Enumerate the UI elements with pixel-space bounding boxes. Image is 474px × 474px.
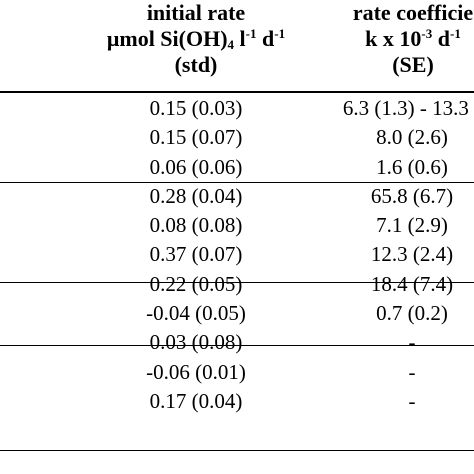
initial-rate-cell: 0.28 (0.04)	[149, 183, 243, 208]
table-row: -0.06 (0.01) -	[0, 358, 474, 387]
rate-coefficient-cell: 65.8 (6.7)	[370, 183, 454, 208]
rate-coefficient-cell: 6.3 (1.3) - 13.3 (	[342, 96, 474, 120]
table-body: 0.15 (0.03) 6.3 (1.3) - 13.3 ( 0.15 (0.0…	[0, 94, 474, 416]
header-rule	[0, 91, 474, 93]
rate-coefficient-cell: -	[408, 388, 416, 413]
rate-coefficient-cell: -	[408, 330, 416, 355]
coef-units-day: d	[432, 26, 450, 51]
rate-coefficient-cell: 7.1 (2.9)	[376, 213, 448, 238]
initial-rate-cell: 0.15 (0.03)	[149, 96, 243, 120]
initial-rate-header: initial rate μmol Si(OH)4 l-1 d-1 (std)	[86, 0, 306, 78]
coef-units-prefix: k x 10	[365, 26, 422, 51]
coef-units-exponent: -3	[421, 26, 433, 41]
group-rule	[0, 182, 474, 183]
initial-rate-cell: 0.15 (0.07)	[149, 125, 243, 150]
initial-rate-cell: 0.37 (0.07)	[149, 242, 243, 267]
initial-rate-cell: 0.22 (0.05)	[149, 271, 243, 296]
units-day-exponent: -1	[274, 26, 286, 41]
rate-coefficient-header-se: (SE)	[392, 52, 434, 77]
rate-coefficient-header-units: k x 10-3 d-1	[298, 26, 474, 52]
table-row: 0.17 (0.04) -	[0, 387, 474, 416]
units-prefix: μmol Si(OH)	[106, 26, 228, 51]
table-row: 0.15 (0.07) 8.0 (2.6)	[0, 123, 474, 152]
group-rule	[0, 282, 474, 283]
initial-rate-cell: 0.08 (0.08)	[149, 213, 243, 238]
units-day: d	[256, 26, 275, 51]
coef-units-day-exponent: -1	[450, 26, 461, 41]
initial-rate-header-title: initial rate	[146, 0, 246, 25]
rate-coefficient-cell: 12.3 (2.4)	[370, 242, 454, 267]
units-litre-exponent: -1	[245, 26, 257, 41]
rate-coefficient-cell: -	[408, 359, 416, 384]
table-row: 0.22 (0.05) 18.4 (7.4)	[0, 270, 474, 299]
rate-coefficient-header-title: rate coefficie	[352, 0, 474, 25]
rate-coefficient-cell: 18.4 (7.4)	[370, 271, 454, 296]
rate-coefficient-cell: 1.6 (0.6)	[376, 154, 448, 179]
table-row: 0.15 (0.03) 6.3 (1.3) - 13.3 (	[0, 94, 474, 123]
rate-coefficient-header: rate coefficie k x 10-3 d-1 (SE)	[298, 0, 474, 78]
table-row: 0.06 (0.06) 1.6 (0.6)	[0, 153, 474, 182]
initial-rate-header-units: μmol Si(OH)4 l-1 d-1	[86, 26, 306, 52]
group-rule	[0, 450, 474, 451]
initial-rate-cell: 0.03 (0.08)	[149, 330, 243, 355]
group-rule	[0, 345, 474, 346]
initial-rate-cell: 0.17 (0.04)	[149, 388, 243, 413]
units-subscript: 4	[227, 37, 235, 52]
initial-rate-cell: -0.04 (0.05)	[146, 301, 246, 326]
initial-rate-cell: -0.06 (0.01)	[146, 359, 246, 384]
rate-coefficient-cell: 8.0 (2.6)	[376, 125, 448, 150]
table-row: 0.37 (0.07) 12.3 (2.4)	[0, 240, 474, 269]
initial-rate-header-std: (std)	[174, 52, 218, 77]
table-row: 0.08 (0.08) 7.1 (2.9)	[0, 211, 474, 240]
table-row: 0.03 (0.08) -	[0, 328, 474, 357]
table-row: 0.28 (0.04) 65.8 (6.7)	[0, 182, 474, 211]
table-row: -0.04 (0.05) 0.7 (0.2)	[0, 299, 474, 328]
initial-rate-cell: 0.06 (0.06)	[149, 154, 243, 179]
rate-coefficient-cell: 0.7 (0.2)	[376, 301, 448, 326]
units-litre: l	[234, 26, 246, 51]
